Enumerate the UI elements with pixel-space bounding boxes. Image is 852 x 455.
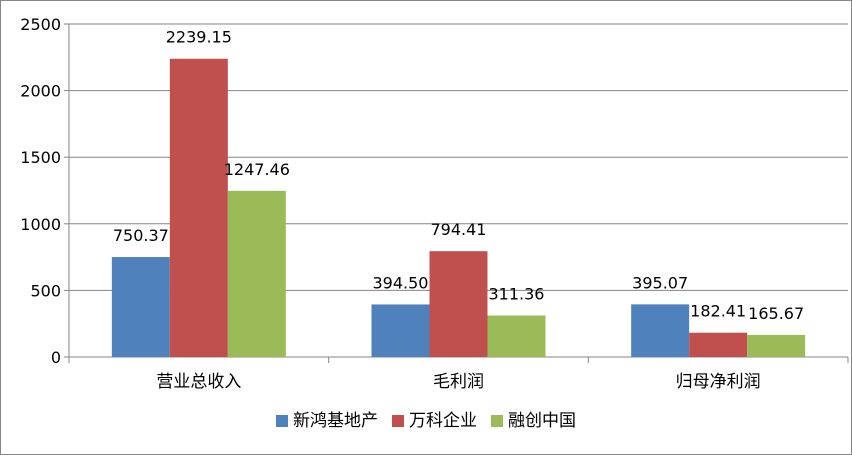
legend-label: 万科企业 — [409, 411, 477, 431]
data-label: 1247.46 — [224, 160, 290, 179]
bar — [747, 334, 806, 357]
legend-swatch — [392, 415, 404, 427]
legend-label: 新鸿基地产 — [293, 411, 378, 431]
y-tick-label: 2000 — [20, 82, 61, 101]
legend-swatch — [491, 415, 503, 427]
bar — [169, 58, 228, 358]
data-label: 394.50 — [373, 273, 429, 292]
legend-swatch — [276, 415, 288, 427]
bar — [689, 332, 748, 357]
data-label: 165.67 — [748, 304, 804, 323]
data-label: 395.07 — [632, 273, 688, 292]
y-tick-label: 1000 — [20, 215, 61, 234]
y-tick-label: 500 — [30, 281, 61, 300]
category-label: 营业总收入 — [156, 372, 241, 392]
y-tick-label: 0 — [51, 348, 61, 367]
data-label: 750.37 — [113, 226, 169, 245]
bar — [487, 315, 546, 357]
y-tick-label: 2500 — [20, 15, 61, 34]
bar — [371, 304, 430, 357]
data-label: 2239.15 — [166, 28, 232, 47]
bar — [227, 190, 286, 357]
category-label: 归母净利润 — [676, 372, 761, 392]
category-label: 毛利润 — [433, 372, 484, 392]
bar — [429, 251, 488, 357]
data-label: 311.36 — [489, 285, 545, 304]
data-label: 794.41 — [431, 220, 487, 239]
legend-label: 融创中国 — [508, 411, 576, 431]
bar — [111, 257, 170, 357]
bar — [631, 304, 690, 357]
y-tick-label: 1500 — [20, 148, 61, 167]
data-label: 182.41 — [690, 302, 746, 321]
